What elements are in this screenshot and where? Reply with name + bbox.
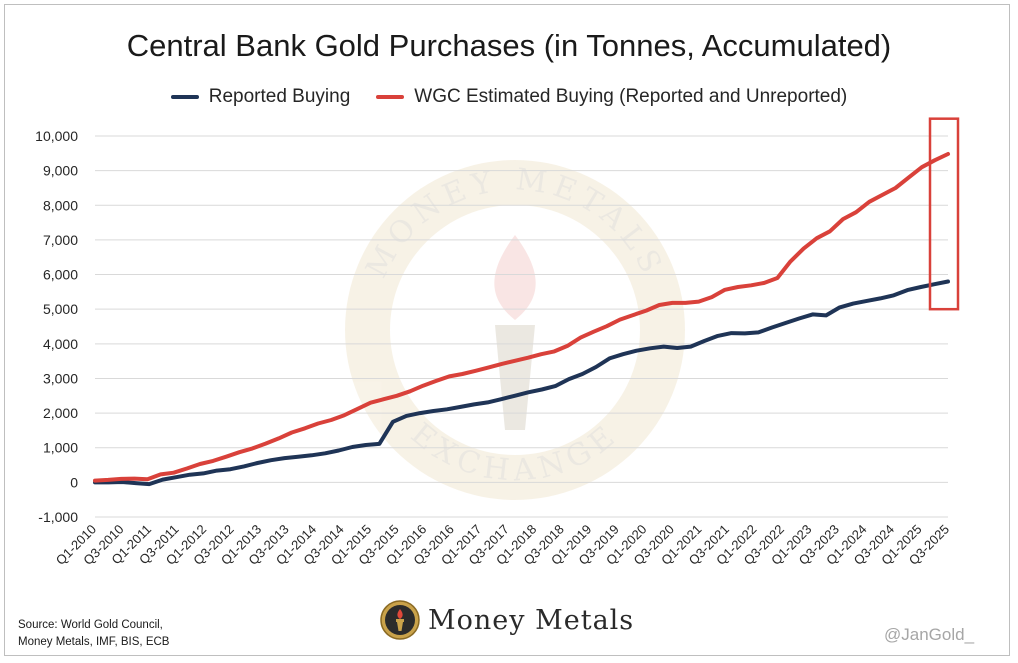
source-line-2: Money Metals, IMF, BIS, ECB (18, 636, 170, 648)
series-line-reported (93, 279, 950, 487)
highlight-box (928, 117, 960, 311)
y-tick-label: -1,000 (38, 509, 78, 525)
chart-legend: Reported Buying WGC Estimated Buying (Re… (0, 86, 1018, 108)
chart-title: Central Bank Gold Purchases (in Tonnes, … (126, 28, 892, 63)
y-tick-label: 1,000 (43, 440, 78, 456)
source-note: Source: World Gold Council, Money Metals… (18, 617, 169, 651)
torch-icon (380, 600, 420, 640)
y-tick-label: 0 (70, 474, 78, 490)
author-handle: @JanGold_ (884, 625, 975, 644)
legend-item-wgc: WGC Estimated Buying (Reported and Unrep… (376, 86, 847, 108)
y-tick-label: 5,000 (43, 301, 78, 317)
y-tick-label: 7,000 (43, 232, 78, 248)
watermark-torch (495, 325, 535, 430)
y-tick-label: 4,000 (43, 336, 78, 352)
legend-item-reported: Reported Buying (170, 86, 351, 108)
logo-text: Money Metals (428, 604, 635, 636)
legend-swatch-wgc (376, 95, 405, 99)
legend-label-reported: Reported Buying (208, 86, 351, 107)
y-tick-label: 10,000 (35, 128, 78, 144)
legend-label-wgc: WGC Estimated Buying (Reported and Unrep… (414, 86, 848, 107)
legend-swatch-reported (170, 95, 199, 99)
watermark-inner-circle (390, 205, 640, 455)
watermark-flame (494, 235, 536, 320)
brand-logo: Money Metals (380, 600, 634, 640)
source-line-1: Source: World Gold Council, (18, 619, 163, 631)
y-tick-label: 3,000 (43, 370, 78, 386)
chart-frame (4, 4, 1010, 656)
y-tick-label: 8,000 (43, 197, 78, 213)
series-line-wgc (93, 152, 950, 483)
y-tick-label: 9,000 (43, 163, 78, 179)
y-tick-label: 2,000 (43, 405, 78, 421)
watermark-outer-circle (345, 160, 685, 500)
y-tick-label: 6,000 (43, 267, 78, 283)
